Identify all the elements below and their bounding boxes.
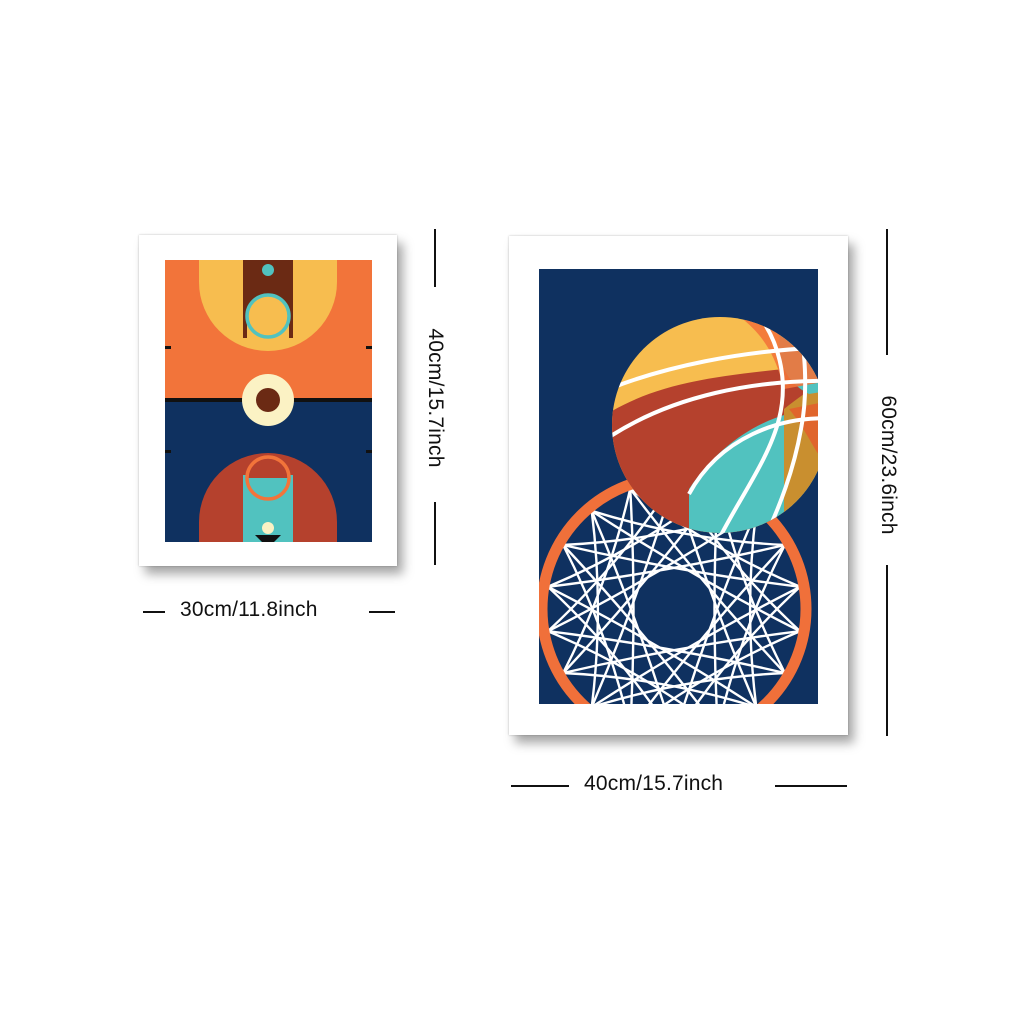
net-strand: [547, 543, 786, 588]
net-strand: [629, 488, 635, 704]
free-throw-circle-bottom: [245, 455, 291, 501]
center-dot: [256, 388, 280, 412]
net-strand: [722, 544, 786, 704]
court-artwork: [165, 260, 372, 542]
net-strand: [547, 585, 653, 704]
net-strand: [591, 509, 785, 547]
free-throw-circle-top: [245, 293, 291, 339]
large-height-label: 60cm/23.6inch: [877, 395, 900, 535]
large-width-line-right: [775, 785, 847, 787]
net-strand: [629, 487, 786, 674]
net-strand: [590, 510, 600, 704]
net-strand: [562, 630, 801, 675]
net-strand: [647, 544, 786, 704]
small-width-line-left: [143, 611, 165, 613]
hoop-dot-top: [262, 264, 274, 276]
net-strand: [562, 543, 801, 588]
ball-poster-frame: [509, 236, 848, 735]
key-top-semicircle: [247, 295, 289, 338]
hoop-dot-bottom: [262, 522, 274, 534]
small-width-line-right: [369, 611, 395, 613]
net-strand: [591, 509, 801, 633]
net-strand: [562, 544, 701, 704]
small-width-label: 30cm/11.8inch: [180, 598, 318, 621]
net-strand: [590, 510, 665, 704]
small-height-line-top: [434, 229, 436, 287]
large-width-line-left: [511, 785, 569, 787]
basketball-hoop-artwork: [539, 269, 818, 704]
large-width-label: 40cm/15.7inch: [584, 772, 724, 795]
net-strand: [562, 544, 626, 704]
net-strand: [695, 585, 801, 704]
net-strand: [683, 510, 758, 704]
net-strand: [562, 488, 632, 674]
net-strand: [748, 510, 758, 704]
net-strand: [547, 630, 685, 704]
small-height-label: 40cm/15.7inch: [424, 328, 447, 468]
net-strand: [547, 630, 786, 675]
net-strand: [563, 671, 751, 704]
large-height-line-bottom: [886, 565, 888, 736]
large-height-line-top: [886, 229, 888, 355]
net-strand: [594, 585, 801, 704]
net-strand: [663, 630, 801, 704]
net-strand: [597, 671, 785, 704]
small-height-line-bottom: [434, 502, 436, 565]
court-poster-frame: [139, 235, 397, 566]
net-strand: [547, 585, 754, 704]
